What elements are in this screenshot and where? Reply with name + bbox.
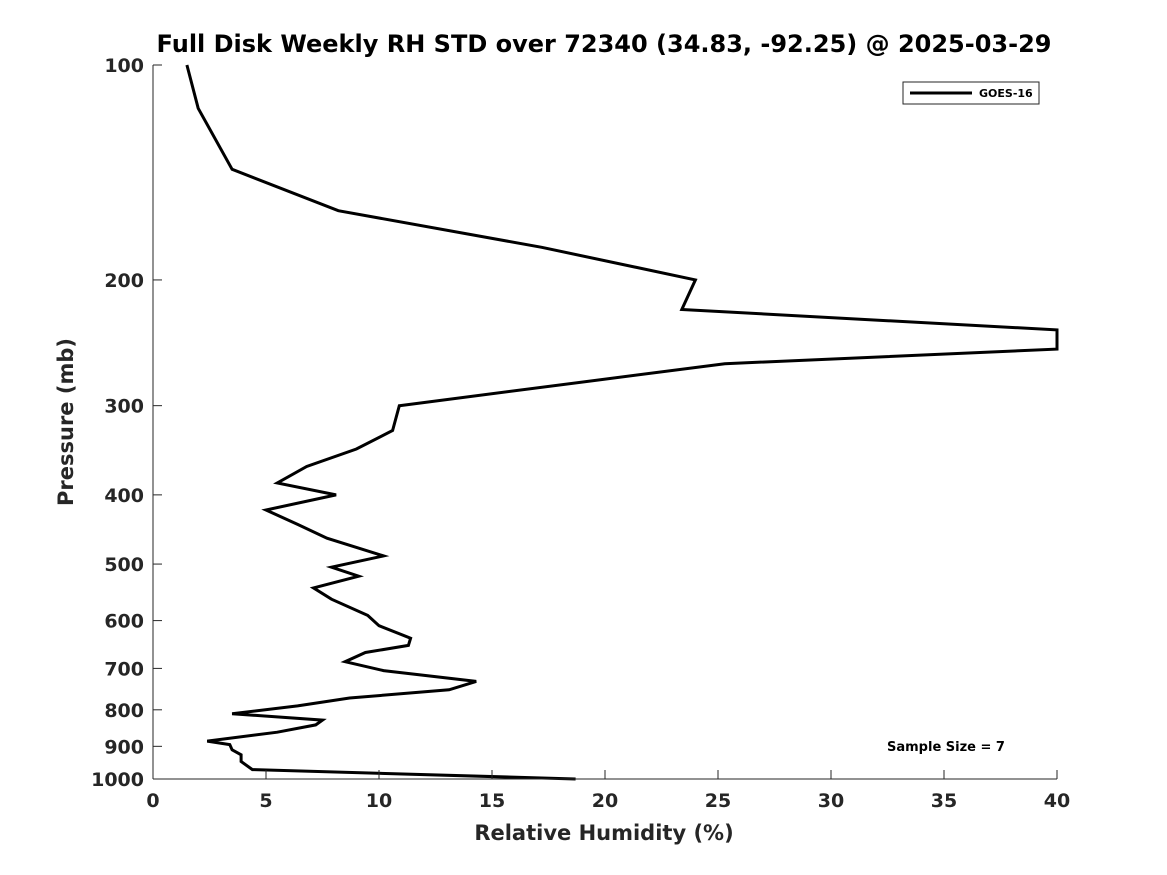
series-layer [185,64,1059,781]
y-tick-label: 1000 [91,769,144,791]
y-tick-label: 700 [104,658,144,680]
y-tick-label: 600 [104,611,144,633]
y-tick-label: 800 [104,700,144,722]
legend-label-goes-16: GOES-16 [979,87,1033,100]
chart-title: Full Disk Weekly RH STD over 72340 (34.8… [157,30,1052,58]
y-tick-label: 500 [104,554,144,576]
series-line-goes-16 [185,64,1059,781]
x-tick-label: 30 [818,790,844,812]
y-tick-label: 200 [104,270,144,292]
x-tick-label: 40 [1044,790,1070,812]
y-tick-label: 400 [104,485,144,507]
legend: GOES-16 [902,81,1040,105]
y-tick-label: 100 [104,55,144,77]
x-tick-label: 15 [479,790,505,812]
x-tick-label: 20 [592,790,618,812]
x-axis-label: Relative Humidity (%) [474,821,733,845]
y-tick-label: 300 [104,396,144,418]
x-tick-label: 10 [366,790,392,812]
x-tick-label: 25 [705,790,731,812]
y-axis-label: Pressure (mb) [54,338,78,506]
x-tick-label: 5 [259,790,272,812]
x-tick-label: 0 [146,790,159,812]
y-ticks: 100 200 300 400 500 600 700 800 900 1000 [91,55,162,791]
plot-area: 0 5 10 15 20 25 30 35 40 100 200 300 400 500 600 700 80… [91,55,1070,812]
y-tick-label: 900 [104,736,144,758]
x-ticks: 0 5 10 15 20 25 30 35 40 [146,770,1070,812]
sample-size-annotation: Sample Size = 7 [887,740,1005,755]
x-tick-label: 35 [931,790,957,812]
